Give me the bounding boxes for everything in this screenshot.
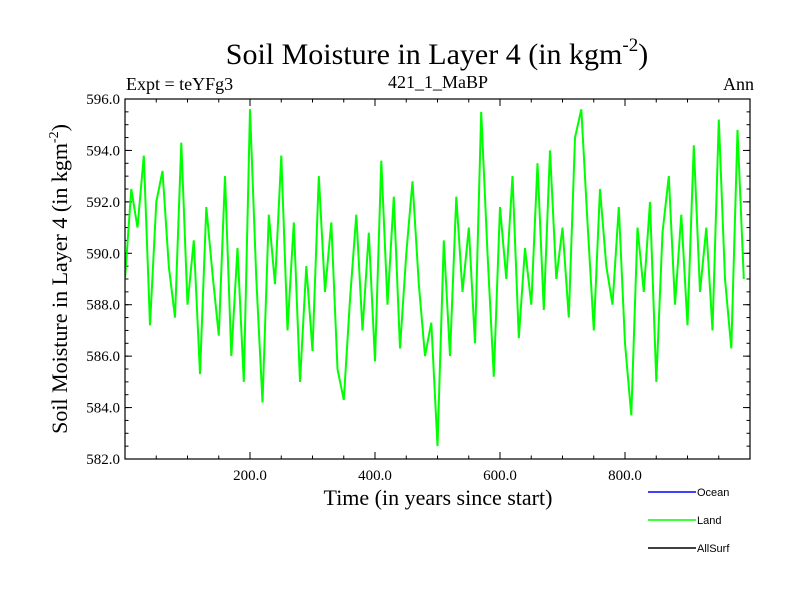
legend: Ocean Land AllSurf [648, 487, 730, 555]
y-axis-label: Soil Moisture in Layer 4 (in kgm-2) [47, 124, 72, 434]
y-tick-label: 590.0 [86, 246, 120, 262]
y-tick-label: 586.0 [86, 349, 120, 365]
svg-text:Soil Moisture in Layer 4 (in k: Soil Moisture in Layer 4 (in kgm-2) [226, 35, 648, 71]
legend-label-ocean: Ocean [697, 487, 729, 499]
legend-label-allsurf: AllSurf [697, 543, 730, 555]
axes: 582.0 584.0 586.0 588.0 590.0 592.0 594.0 596.0… [86, 92, 751, 484]
chart-title-close: ) [638, 38, 648, 71]
y-tick-label: 594.0 [86, 143, 120, 159]
plot-frame [124, 98, 751, 460]
series-line-land [125, 109, 745, 447]
chart-title: Soil Moisture in Layer 4 (in kgm-2) [226, 35, 648, 71]
chart-title-superscript: -2 [622, 35, 638, 56]
period-label: Ann [723, 74, 754, 94]
run-label: 421_1_MaBP [388, 72, 488, 92]
x-tick-label: 200.0 [233, 468, 267, 484]
legend-label-land: Land [697, 515, 721, 527]
x-axis-label: Time (in years since start) [324, 485, 553, 510]
y-tick-label: 596.0 [86, 92, 120, 108]
chart-title-main: Soil Moisture in Layer 4 (in kgm [226, 38, 623, 71]
x-tick-label: 400.0 [358, 468, 392, 484]
y-tick-label: 592.0 [86, 195, 120, 211]
y-axis-label-superscript: -2 [47, 131, 62, 143]
y-axis-label-close: ) [47, 124, 72, 131]
y-tick-label: 584.0 [86, 401, 120, 417]
plot-area [125, 109, 745, 447]
y-axis-label-main: Soil Moisture in Layer 4 (in kgm [47, 143, 72, 434]
y-tick-label: 588.0 [86, 298, 120, 314]
y-tick-label: 582.0 [86, 452, 120, 468]
x-tick-label: 800.0 [608, 468, 642, 484]
x-tick-label: 600.0 [483, 468, 517, 484]
experiment-label: Expt = teYFg3 [126, 74, 233, 94]
